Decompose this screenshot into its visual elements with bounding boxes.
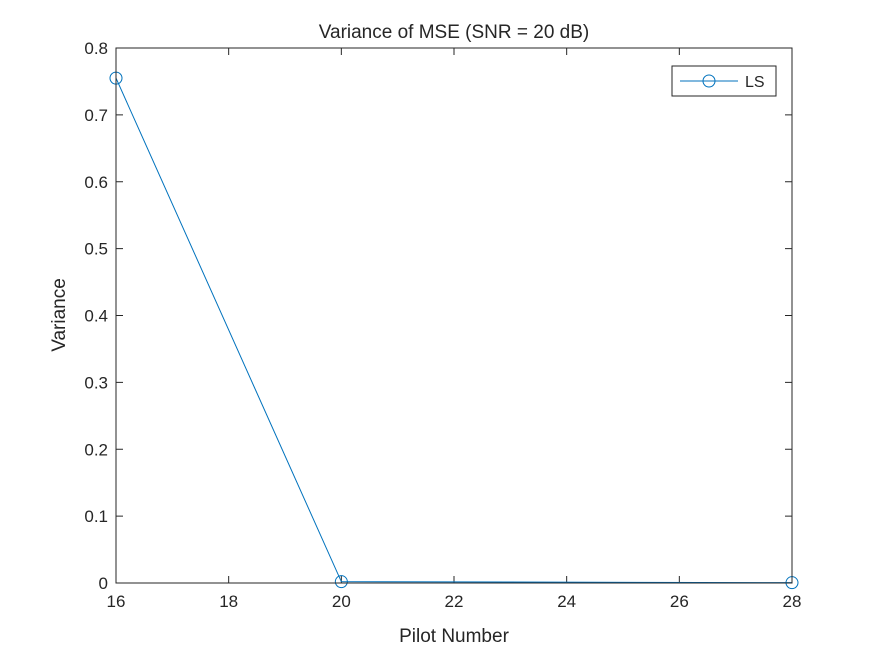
x-axis-label: Pilot Number xyxy=(399,626,509,647)
y-tick-label-3: 0.3 xyxy=(84,373,108,392)
chart-title: Variance of MSE (SNR = 20 dB) xyxy=(319,22,590,43)
y-tick-label-8: 0.8 xyxy=(84,39,108,58)
y-tick-label-7: 0.7 xyxy=(84,106,108,125)
y-tick-label-6: 0.6 xyxy=(84,173,108,192)
plot-area xyxy=(116,48,792,583)
x-tick-label-0: 16 xyxy=(107,592,126,611)
ticks-layer: 16 18 20 22 24 26 28 0 0.1 0.2 0.3 0.4 0.5 0.6 0.7 0.8 xyxy=(84,39,801,611)
legend-marker xyxy=(702,74,716,88)
x-tick-label-2: 20 xyxy=(332,592,351,611)
y-tick-label-5: 0.5 xyxy=(84,240,108,259)
x-tick-label-5: 26 xyxy=(670,592,689,611)
y-axis-label: Variance xyxy=(49,278,70,352)
x-tick-label-1: 18 xyxy=(219,592,238,611)
series-line-0 xyxy=(115,77,793,584)
x-tick-label-3: 22 xyxy=(445,592,464,611)
y-tick-label-0: 0 xyxy=(99,574,108,593)
plot-frame xyxy=(115,47,793,584)
legend-label-ls: LS xyxy=(745,74,765,91)
y-tick-label-1: 0.1 xyxy=(84,507,108,526)
x-tick-label-4: 24 xyxy=(557,592,576,611)
data-point-0-1 xyxy=(334,575,348,589)
legend: LS xyxy=(671,65,777,97)
y-tick-label-4: 0.4 xyxy=(84,307,108,326)
x-tick-label-6: 28 xyxy=(783,592,802,611)
y-tick-label-2: 0.2 xyxy=(84,440,108,459)
